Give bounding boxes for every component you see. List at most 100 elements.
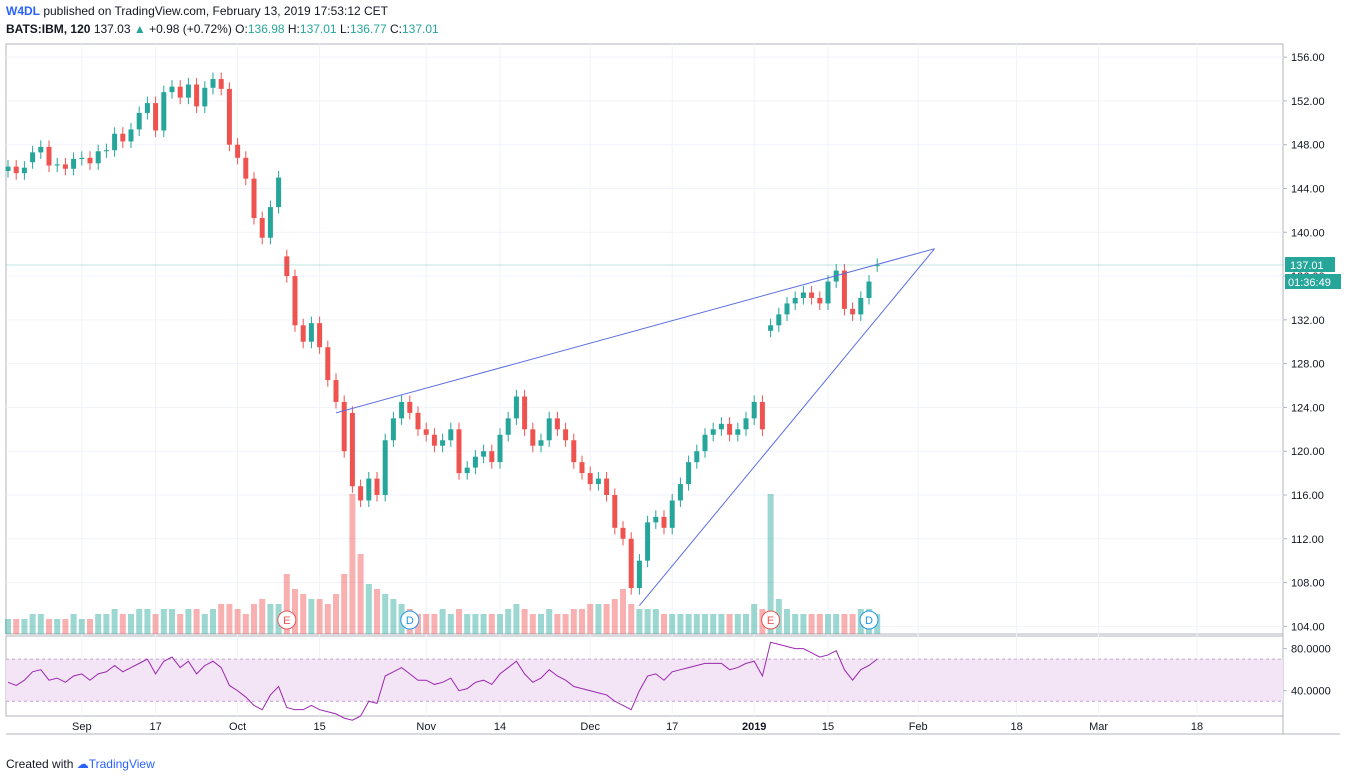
symbol-label[interactable]: BATS:IBM, 120 xyxy=(6,22,91,36)
candle-body xyxy=(554,418,560,430)
candle-body xyxy=(784,303,790,315)
candle-body xyxy=(144,103,150,113)
volume-bar xyxy=(103,614,110,634)
volume-bar xyxy=(472,614,479,634)
candle-body xyxy=(751,401,757,419)
candle-body xyxy=(95,151,101,164)
candle-body xyxy=(38,146,44,153)
countdown-tag-label: 01:36:49 xyxy=(1288,277,1331,289)
volume-bar xyxy=(480,614,487,634)
volume-bar xyxy=(374,589,380,634)
volume-bar xyxy=(341,574,348,634)
candle-body xyxy=(546,418,552,441)
volume-bar xyxy=(792,614,799,634)
candle-body xyxy=(481,451,487,457)
price-tick-label: 120.00 xyxy=(1291,446,1325,458)
price-tick-label: 152.00 xyxy=(1291,96,1325,108)
low-label: L: xyxy=(339,22,350,36)
time-tick-label: 18 xyxy=(1010,721,1022,733)
volume-bar xyxy=(365,584,372,634)
chart-header-line1: W4DL published on TradingView.com, Febru… xyxy=(6,4,388,18)
candle-body xyxy=(325,347,331,381)
volume-bar xyxy=(570,609,577,634)
dividend-marker-label: D xyxy=(406,615,414,627)
candle-body xyxy=(661,516,667,528)
last-price: 137.03 xyxy=(93,22,131,36)
price-tick-label: 124.00 xyxy=(1291,402,1325,414)
volume-bar xyxy=(37,614,44,634)
dividend-marker xyxy=(400,610,420,630)
volume-bar xyxy=(210,609,216,634)
candle-body xyxy=(243,157,249,179)
candle-body xyxy=(874,265,880,267)
tradingview-brand[interactable]: TradingView xyxy=(88,757,155,771)
candle-body xyxy=(407,401,413,413)
candle-body xyxy=(112,133,118,151)
candle-body xyxy=(653,516,659,523)
volume-bar xyxy=(521,609,528,634)
volume-bar xyxy=(283,574,290,634)
trendline xyxy=(639,248,935,606)
candle-body xyxy=(759,401,765,430)
author-name[interactable]: W4DL xyxy=(6,4,40,18)
volume-bar xyxy=(193,609,200,634)
time-tick-label: 15 xyxy=(313,721,325,733)
candle-body xyxy=(472,456,478,468)
volume-bar xyxy=(702,614,708,634)
candle-body xyxy=(169,86,175,93)
candle-body xyxy=(448,429,454,441)
price-tick-label: 104.00 xyxy=(1291,621,1325,633)
candle-body xyxy=(30,152,36,163)
volume-bar xyxy=(562,614,569,634)
candle-body xyxy=(218,79,224,89)
volume-bar xyxy=(505,609,512,634)
candle-body xyxy=(743,418,749,430)
time-tick-label: Sep xyxy=(72,721,92,733)
rsi-tick-label: 80.0000 xyxy=(1291,644,1331,656)
volume-bar xyxy=(497,614,503,634)
volume-bar xyxy=(324,604,331,634)
time-tick-label: Oct xyxy=(229,721,246,733)
volume-bar xyxy=(169,609,175,634)
candle-body xyxy=(563,429,569,441)
dividend-marker xyxy=(859,610,879,630)
candle-body xyxy=(620,527,626,539)
volume-bar xyxy=(177,614,184,634)
last-price-tag xyxy=(1285,257,1335,273)
candle-body xyxy=(464,467,470,474)
volume-bar xyxy=(78,619,85,634)
candle-body xyxy=(505,418,511,435)
time-tick-label: Feb xyxy=(909,721,928,733)
volume-bar xyxy=(841,614,848,634)
price-tick-label: 132.00 xyxy=(1291,315,1325,327)
time-tick-label: Nov xyxy=(416,721,436,733)
volume-bar xyxy=(784,609,790,634)
volume-bar xyxy=(21,619,28,634)
volume-bar xyxy=(357,554,364,634)
time-tick-label: 17 xyxy=(149,721,161,733)
candle-body xyxy=(103,150,109,152)
low-value: 136.77 xyxy=(349,22,387,36)
volume-bar xyxy=(628,604,635,634)
earnings-marker-label: E xyxy=(283,615,290,627)
candle-body xyxy=(5,166,11,171)
volume-bar xyxy=(316,599,323,634)
volume-bar xyxy=(611,599,618,634)
candle-body xyxy=(735,429,741,435)
price-tick-label: 112.00 xyxy=(1291,534,1324,546)
volume-bar xyxy=(242,614,249,634)
candle-body xyxy=(530,429,536,446)
volume-bar xyxy=(62,619,69,634)
candle-body xyxy=(276,177,282,208)
volume-bar xyxy=(587,604,594,634)
candle-body xyxy=(161,92,167,131)
published-text: published on TradingView.com, February 1… xyxy=(40,4,388,18)
volume-bar xyxy=(308,599,315,634)
candle-body xyxy=(595,478,601,485)
candle-body xyxy=(571,440,577,463)
candle-body xyxy=(317,323,323,348)
up-arrow-icon: ▲ xyxy=(133,22,146,36)
candle-body xyxy=(153,103,159,131)
volume-bar xyxy=(546,609,553,634)
